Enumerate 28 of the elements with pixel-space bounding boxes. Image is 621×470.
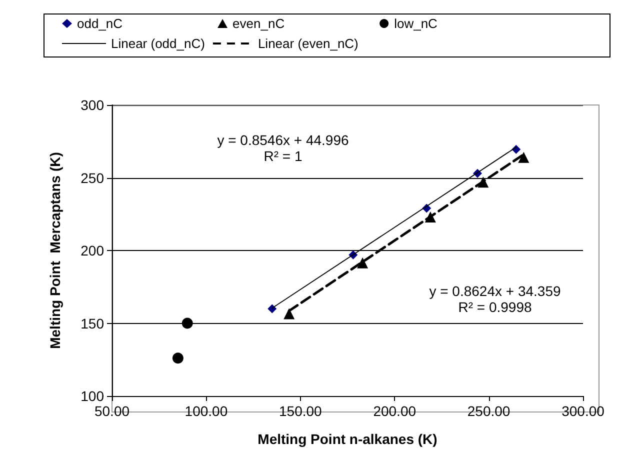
legend-label: even_nC	[232, 16, 285, 31]
legend-label: odd_nC	[77, 16, 123, 31]
point	[284, 308, 295, 320]
point	[182, 318, 193, 329]
x-tick-label: 50.00	[94, 403, 130, 419]
annotation: y = 0.8624x + 34.359	[429, 283, 561, 299]
legend-label: low_nC	[394, 16, 438, 31]
y-tick-label: 250	[80, 170, 104, 186]
point	[172, 352, 184, 364]
x-tick-label: 150.00	[278, 403, 322, 419]
y-tick-label: 200	[80, 242, 104, 258]
y-tick-label: 150	[80, 315, 104, 332]
legend-label: Linear (even_nC)	[258, 36, 358, 51]
y-tick-label: 300	[80, 97, 104, 113]
x-tick-label: 250.00	[467, 403, 510, 419]
y-tick-label: 100	[80, 388, 104, 404]
y-axis-title: Melting Point Mercaptans (K)	[47, 152, 63, 349]
annotation: R² = 1	[264, 148, 302, 164]
point	[357, 257, 368, 268]
x-tick-label: 300.00	[562, 403, 605, 419]
point	[268, 304, 277, 314]
legend-label: Linear (odd_nC)	[111, 36, 205, 51]
x-axis-title: Melting Point n-alkanes (K)	[258, 431, 438, 447]
x-tick-label: 100.00	[184, 403, 228, 419]
x-tick-label: 200.00	[373, 403, 416, 419]
point	[518, 152, 530, 163]
annotation: y = 0.8546x + 44.996	[217, 132, 349, 148]
annotation: R² = 0.9998	[458, 299, 532, 315]
